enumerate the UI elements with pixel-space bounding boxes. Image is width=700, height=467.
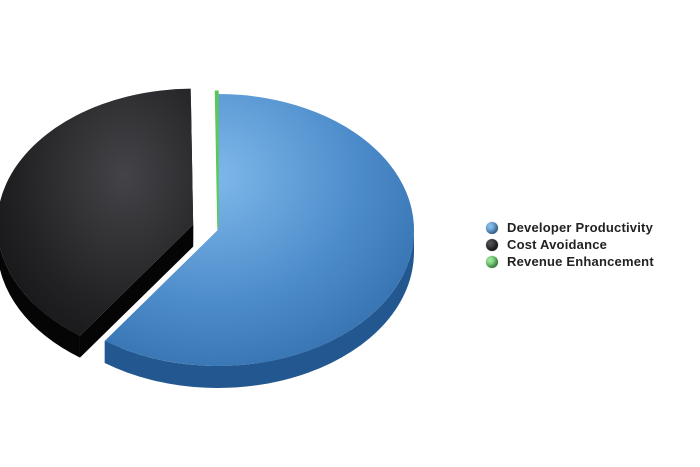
legend-item-developer-productivity: Developer Productivity (486, 219, 654, 236)
legend-swatch-developer-productivity (486, 221, 498, 234)
legend-label: Developer Productivity (507, 220, 653, 235)
legend-swatch-revenue-enhancement (486, 255, 498, 268)
legend-item-cost-avoidance: Cost Avoidance (486, 236, 654, 253)
legend-swatch-cost-avoidance (486, 238, 498, 251)
slice-cost-avoidance (0, 88, 194, 336)
legend-item-revenue-enhancement: Revenue Enhancement (486, 253, 654, 270)
slice-side-developer-productivity (104, 230, 415, 388)
slice-side-cost-avoidance (79, 224, 194, 358)
slice-revenue-enhancement (214, 90, 219, 228)
legend-label: Cost Avoidance (507, 237, 608, 252)
slice-developer-productivity (104, 94, 414, 366)
slice-side-cost-avoidance (0, 247, 80, 358)
legend: Developer Productivity Cost Avoidance Re… (486, 219, 654, 270)
legend-label: Revenue Enhancement (507, 254, 654, 269)
